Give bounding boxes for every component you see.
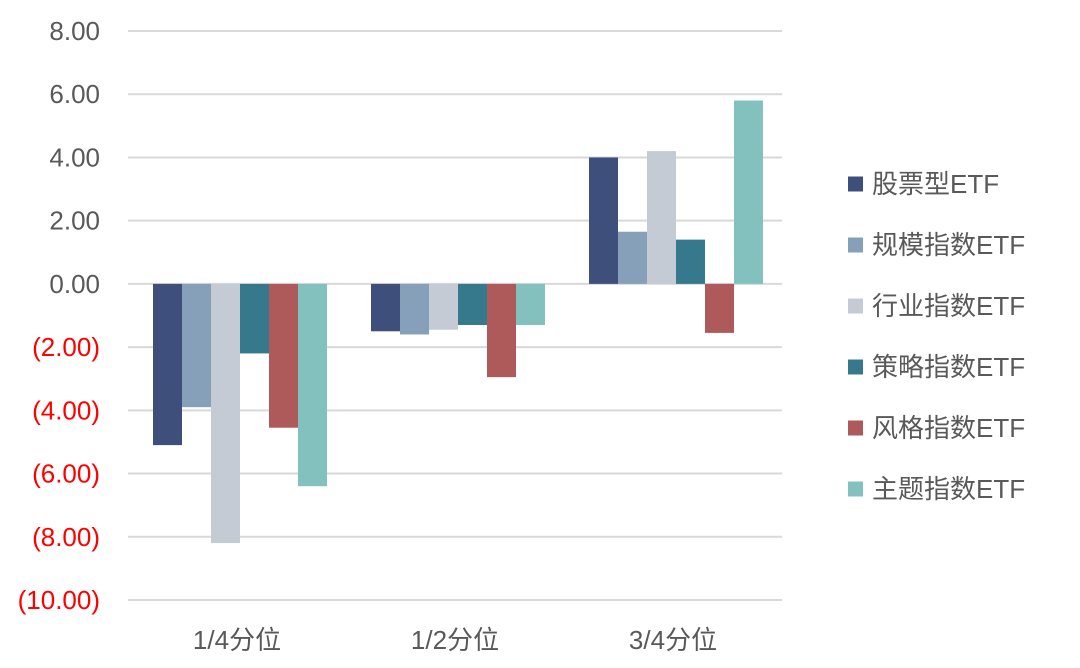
bar — [400, 283, 429, 335]
bar — [705, 283, 734, 333]
legend-label: 股票型ETF — [872, 169, 999, 199]
legend-swatch — [848, 359, 863, 375]
bar — [647, 151, 676, 284]
y-tick-label: 6.00 — [49, 79, 100, 109]
legend-label: 主题指数ETF — [872, 474, 1025, 504]
legend-swatch — [848, 298, 863, 314]
x-tick-label: 1/4分位 — [193, 625, 281, 655]
legend: 股票型ETF 规模指数ETF 行业指数ETF 策略指数ETF 风格指数ETF 主题指数ET… — [848, 169, 1025, 504]
x-axis-ticks: 1/4分位 1/2分位 3/4分位 — [193, 625, 717, 655]
bar — [182, 283, 211, 408]
y-axis-ticks: 8.00 6.00 4.00 2.00 0.00 (2.00) (4.00) (6.00) (8… — [18, 16, 100, 615]
bar — [487, 283, 516, 378]
y-tick-label: (8.00) — [32, 522, 100, 552]
bar — [734, 100, 763, 284]
legend-swatch — [848, 420, 863, 436]
legend-swatch — [848, 481, 863, 497]
bars — [153, 100, 763, 544]
bar — [429, 283, 458, 330]
bar — [618, 231, 647, 284]
bar — [153, 283, 182, 446]
bar — [298, 283, 327, 487]
y-tick-label: (6.00) — [32, 459, 100, 489]
legend-label: 风格指数ETF — [872, 413, 1025, 443]
bar — [269, 283, 298, 428]
y-tick-label: 0.00 — [49, 269, 100, 299]
bar — [240, 283, 269, 354]
x-tick-label: 3/4分位 — [629, 625, 717, 655]
bar — [589, 157, 618, 284]
legend-label: 行业指数ETF — [872, 291, 1025, 321]
y-tick-label: 8.00 — [49, 16, 100, 46]
y-tick-label: (4.00) — [32, 395, 100, 425]
legend-label: 策略指数ETF — [872, 352, 1025, 382]
x-tick-label: 1/2分位 — [411, 625, 499, 655]
legend-swatch — [848, 237, 863, 253]
legend-swatch — [848, 176, 863, 192]
y-tick-label: 2.00 — [49, 206, 100, 236]
bar — [458, 283, 487, 325]
bar — [371, 283, 400, 332]
bar — [516, 283, 545, 325]
legend-label: 规模指数ETF — [872, 230, 1025, 260]
y-tick-label: (2.00) — [32, 332, 100, 362]
bar — [676, 239, 705, 284]
y-tick-label: (10.00) — [18, 585, 100, 615]
bar — [211, 283, 240, 544]
y-tick-label: 4.00 — [49, 142, 100, 172]
